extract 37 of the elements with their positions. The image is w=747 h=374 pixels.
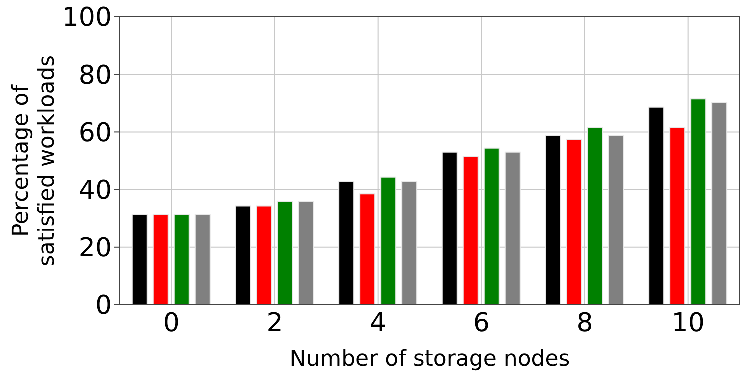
x-tick-label: 0 [163,308,180,338]
bar [442,152,458,305]
bar [402,181,418,305]
bar [462,156,479,305]
x-axis-title: Number of storage nodes [290,347,570,372]
bar [235,206,252,305]
bar [712,102,728,305]
bar [277,201,294,305]
bar [380,176,397,305]
bar [504,152,521,305]
bar [256,206,272,305]
bar [174,214,190,305]
y-tick-label: 100 [62,3,112,34]
bar [608,135,624,305]
bar [484,148,500,305]
y-axis-title: Percentage of satisfied workloads [9,55,60,267]
bar [566,139,582,305]
x-tick-label: 8 [576,308,594,338]
bar [360,194,376,305]
y-tick-label: 20 [78,234,112,264]
x-tick-label: 2 [266,308,284,338]
x-tick-label: 6 [473,308,490,338]
x-tick-label: 4 [370,308,387,338]
bar [587,127,604,305]
bar [338,181,355,305]
bar [670,127,686,305]
bar [152,214,169,305]
bar [132,214,148,305]
bar [648,106,665,305]
bar [194,214,211,305]
y-tick-label: 60 [78,118,112,148]
x-tick-label: 10 [672,308,705,338]
y-tick-label: 40 [78,176,112,206]
bar [690,98,707,305]
y-tick-label: 80 [78,60,112,91]
bar [298,201,314,305]
bar [545,135,562,305]
